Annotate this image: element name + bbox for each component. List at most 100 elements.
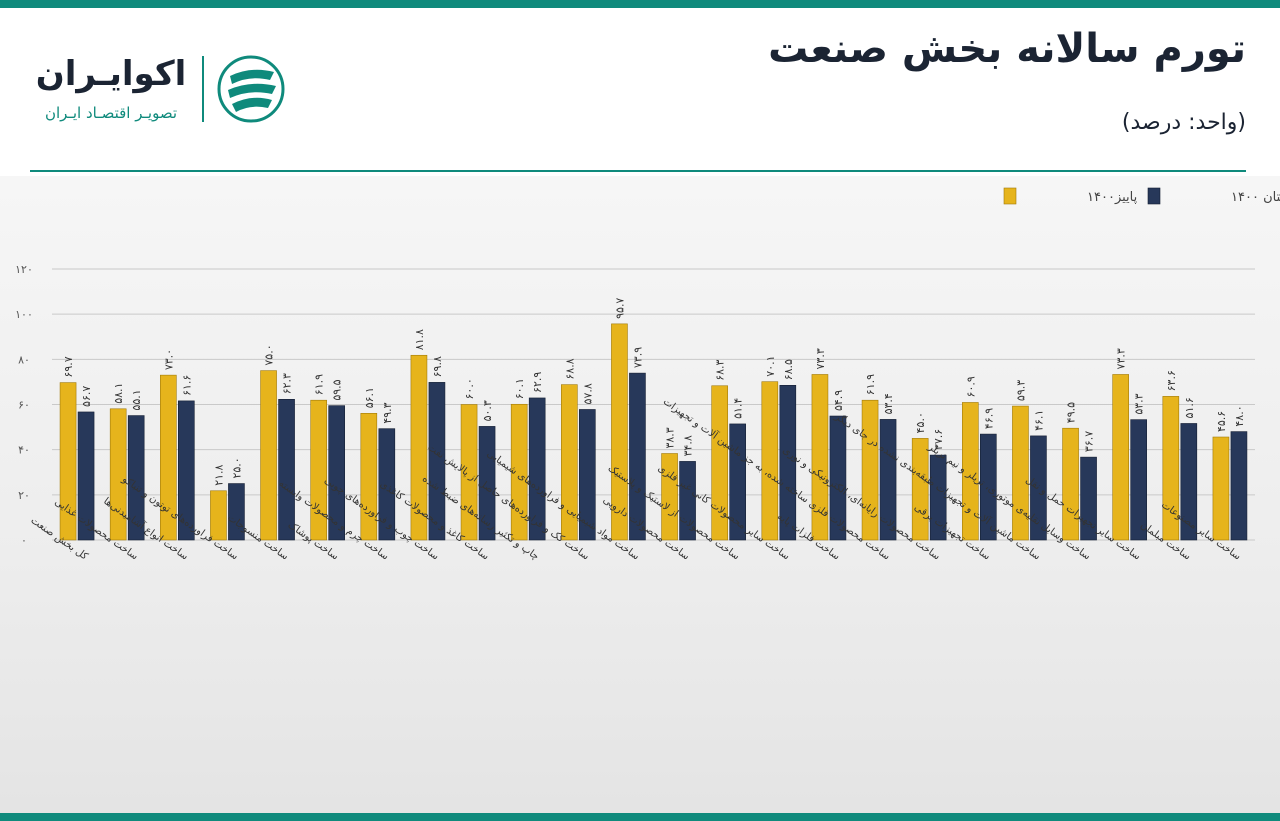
- bar-autumn: [811, 374, 829, 541]
- data-label: ۵۸.۱: [112, 383, 125, 404]
- data-label: ۷۰.۱: [764, 355, 777, 376]
- data-label: ۳۸.۳: [664, 427, 677, 448]
- data-label: ۷۳.۳: [814, 348, 827, 369]
- data-label: ۷۳.۹: [631, 347, 644, 368]
- data-label: ۳۷.۶: [932, 429, 945, 450]
- bar-autumn: [260, 370, 277, 541]
- legend-label-winter: زمستان ۱۴۰۰: [1231, 190, 1280, 205]
- data-label: ۷۳.۳: [1115, 348, 1128, 369]
- bar-autumn: [1162, 396, 1180, 541]
- y-tick-label: ۶۰: [18, 399, 30, 412]
- unit-label: (واحد: درصد): [1121, 110, 1246, 135]
- data-label: ۶۸.۳: [714, 359, 727, 380]
- logo-divider: [202, 56, 204, 122]
- data-label: ۶۳.۶: [1165, 370, 1178, 391]
- bar-winter: [1080, 456, 1097, 541]
- chart-title: تورم سالانه بخش صنعت: [768, 26, 1246, 72]
- data-label: ۶۲.۹: [531, 372, 544, 393]
- data-label: ۸۱.۸: [413, 329, 426, 350]
- bar-autumn: [861, 399, 879, 541]
- bar-winter: [328, 405, 345, 541]
- data-label: ۴۹.۵: [1065, 402, 1078, 423]
- logo-name: اکوایـران: [35, 54, 187, 94]
- data-label: ۵۳.۳: [1133, 393, 1146, 414]
- bar-autumn: [911, 438, 929, 541]
- y-tick-label: ۲۰: [18, 489, 30, 502]
- data-label: ۳۴.۸: [682, 435, 695, 456]
- legend-swatch-autumn: [1003, 187, 1017, 205]
- bar-winter: [428, 382, 446, 541]
- data-label: ۶۰.۹: [964, 376, 977, 397]
- data-label: ۵۰.۳: [481, 400, 494, 421]
- data-label: ۵۹.۳: [1014, 380, 1027, 401]
- bar-autumn: [661, 453, 678, 541]
- bar-autumn: [310, 399, 327, 541]
- bar-autumn: [160, 374, 177, 541]
- data-label: ۳۶.۷: [1083, 431, 1096, 452]
- bar-autumn: [761, 381, 779, 541]
- data-label: ۵۶.۷: [80, 386, 93, 407]
- data-label: ۶۸.۸: [563, 358, 576, 379]
- data-label: ۴۹.۳: [381, 402, 394, 423]
- bar-winter: [228, 483, 245, 541]
- data-label: ۵۳.۴: [882, 393, 895, 414]
- bar-autumn: [360, 413, 378, 541]
- y-tick-label: ۴۰: [18, 444, 30, 457]
- bar-winter: [1230, 431, 1248, 541]
- bar-winter: [629, 372, 646, 541]
- data-label: ۷۵.۰: [263, 344, 276, 365]
- y-tick-label: ۰: [21, 534, 27, 547]
- bar-autumn: [1012, 405, 1029, 541]
- data-label: ۲۱.۸: [212, 464, 225, 485]
- bar-winter: [278, 399, 295, 541]
- bar-autumn: [210, 490, 227, 541]
- data-label: ۶۹.۸: [431, 356, 444, 377]
- bar-autumn: [561, 384, 578, 541]
- data-label: ۴۵.۰: [914, 412, 927, 433]
- data-label: ۶۱.۹: [864, 374, 877, 395]
- bar-winter: [579, 409, 596, 541]
- bar-winter: [929, 454, 947, 541]
- bar-autumn: [59, 382, 77, 541]
- bar-winter: [178, 400, 195, 541]
- bar-winter: [879, 419, 897, 541]
- bar-winter: [829, 415, 847, 541]
- data-label: ۹۵.۷: [613, 298, 626, 319]
- bar-winter: [378, 428, 396, 541]
- top-accent-bar: [0, 0, 1280, 8]
- bar-autumn: [711, 385, 728, 541]
- bar-autumn: [460, 404, 478, 541]
- bar-winter: [980, 433, 997, 541]
- bar-winter: [528, 397, 546, 541]
- logo-tagline: تصویـر اقتصـاد ایـران: [44, 104, 178, 122]
- data-label: ۶۰.۰: [463, 378, 476, 399]
- bar-winter: [779, 385, 797, 541]
- bar-autumn: [510, 403, 528, 541]
- y-tick-label: ۱۰۰: [15, 308, 33, 321]
- data-label: ۵۶.۱: [363, 387, 376, 408]
- bar-autumn: [962, 402, 979, 541]
- y-tick-label: ۱۲۰: [15, 263, 33, 276]
- bar-winter: [679, 461, 696, 541]
- data-label: ۵۹.۵: [331, 379, 344, 400]
- data-label: ۶۸.۵: [782, 359, 795, 380]
- bar-winter: [1130, 419, 1147, 541]
- bar-winter: [127, 415, 145, 541]
- data-label: ۴۵.۶: [1215, 411, 1228, 432]
- bar-winter: [77, 411, 95, 541]
- y-tick-label: ۸۰: [18, 353, 30, 366]
- data-label: ۶۰.۱: [513, 378, 526, 399]
- bar-winter: [1030, 435, 1047, 541]
- data-label: ۵۵.۱: [130, 389, 143, 410]
- logo-mark-icon: [217, 55, 285, 123]
- data-label: ۲۵.۰: [230, 457, 243, 478]
- bar-autumn: [1062, 427, 1079, 541]
- bottom-accent-bar: [0, 813, 1280, 821]
- data-label: ۷۳.۰: [162, 349, 175, 370]
- data-label: ۴۸.۰: [1233, 405, 1246, 426]
- bar-autumn: [1212, 436, 1230, 541]
- data-label: ۴۶.۱: [1032, 410, 1045, 431]
- data-label: ۴۶.۹: [982, 408, 995, 429]
- data-label: ۵۷.۸: [581, 383, 594, 404]
